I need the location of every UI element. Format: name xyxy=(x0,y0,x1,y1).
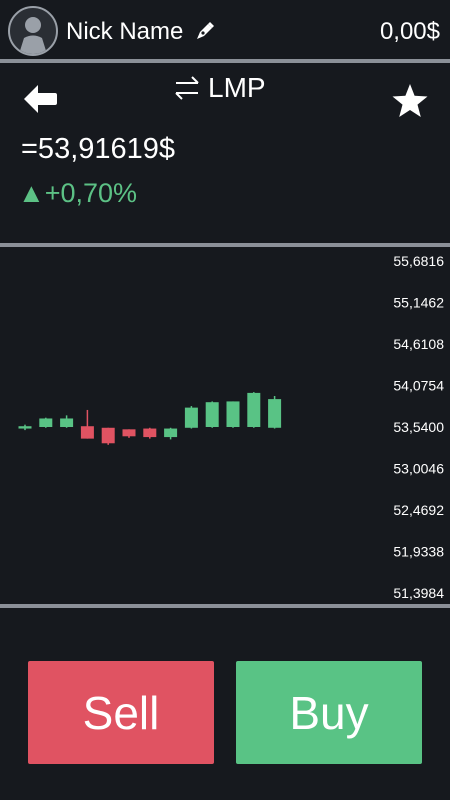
candlestick-chart: 55,6816 55,1462 54,6108 54,0754 53,5400 53,00… xyxy=(0,248,450,604)
top-bar: Nick Name 0,00$ xyxy=(0,0,450,60)
up-triangle-icon: ▲ xyxy=(18,178,45,208)
chart-svg: 55,6816 55,1462 54,6108 54,0754 53,5400 53,00… xyxy=(18,253,444,601)
candle-down xyxy=(143,428,157,438)
y-tick-label: 53,0046 xyxy=(393,461,444,477)
candle-up xyxy=(164,428,178,438)
avatar-icon xyxy=(19,17,47,54)
edit-pen-icon[interactable] xyxy=(194,20,216,42)
candle-up xyxy=(184,407,198,428)
y-tick-label: 52,4692 xyxy=(393,502,444,518)
price-change: ▲+0,70% xyxy=(18,178,137,209)
nickname[interactable]: Nick Name xyxy=(66,18,184,45)
candle-down xyxy=(80,426,94,439)
y-axis-labels: 55,6816 55,1462 54,6108 54,0754 53,5400 53,00… xyxy=(393,253,444,601)
candle-up xyxy=(226,401,240,427)
top-divider xyxy=(0,59,450,63)
candle-up xyxy=(60,418,74,427)
avatar[interactable] xyxy=(8,6,58,56)
swap-arrows-icon[interactable] xyxy=(173,74,201,102)
y-tick-label: 55,6816 xyxy=(393,253,444,269)
y-tick-label: 54,0754 xyxy=(393,378,444,394)
candles-group xyxy=(18,392,282,445)
y-tick-label: 53,5400 xyxy=(393,419,444,435)
candle-up xyxy=(205,402,219,427)
candle-up xyxy=(268,399,282,428)
sell-button[interactable]: Sell xyxy=(28,661,214,764)
candle-up xyxy=(18,426,32,429)
change-percent: +0,70% xyxy=(44,178,138,208)
chart-bottom-divider xyxy=(0,604,450,608)
buy-button[interactable]: Buy xyxy=(236,661,422,764)
star-icon[interactable] xyxy=(391,83,429,119)
candle-up xyxy=(39,418,53,427)
chart-top-divider xyxy=(0,243,450,247)
y-tick-label: 54,6108 xyxy=(393,336,444,352)
y-tick-label: 51,3984 xyxy=(393,585,444,601)
current-price: =53,91619$ xyxy=(21,133,176,165)
balance: 0,00$ xyxy=(379,18,440,45)
y-tick-label: 51,9338 xyxy=(393,544,444,560)
candle-down xyxy=(122,429,136,437)
back-arrow-icon[interactable] xyxy=(22,82,58,116)
ticker-symbol: LMP xyxy=(208,72,266,103)
candle-down xyxy=(101,427,115,444)
candle-up xyxy=(247,392,261,427)
y-tick-label: 55,1462 xyxy=(393,295,444,311)
